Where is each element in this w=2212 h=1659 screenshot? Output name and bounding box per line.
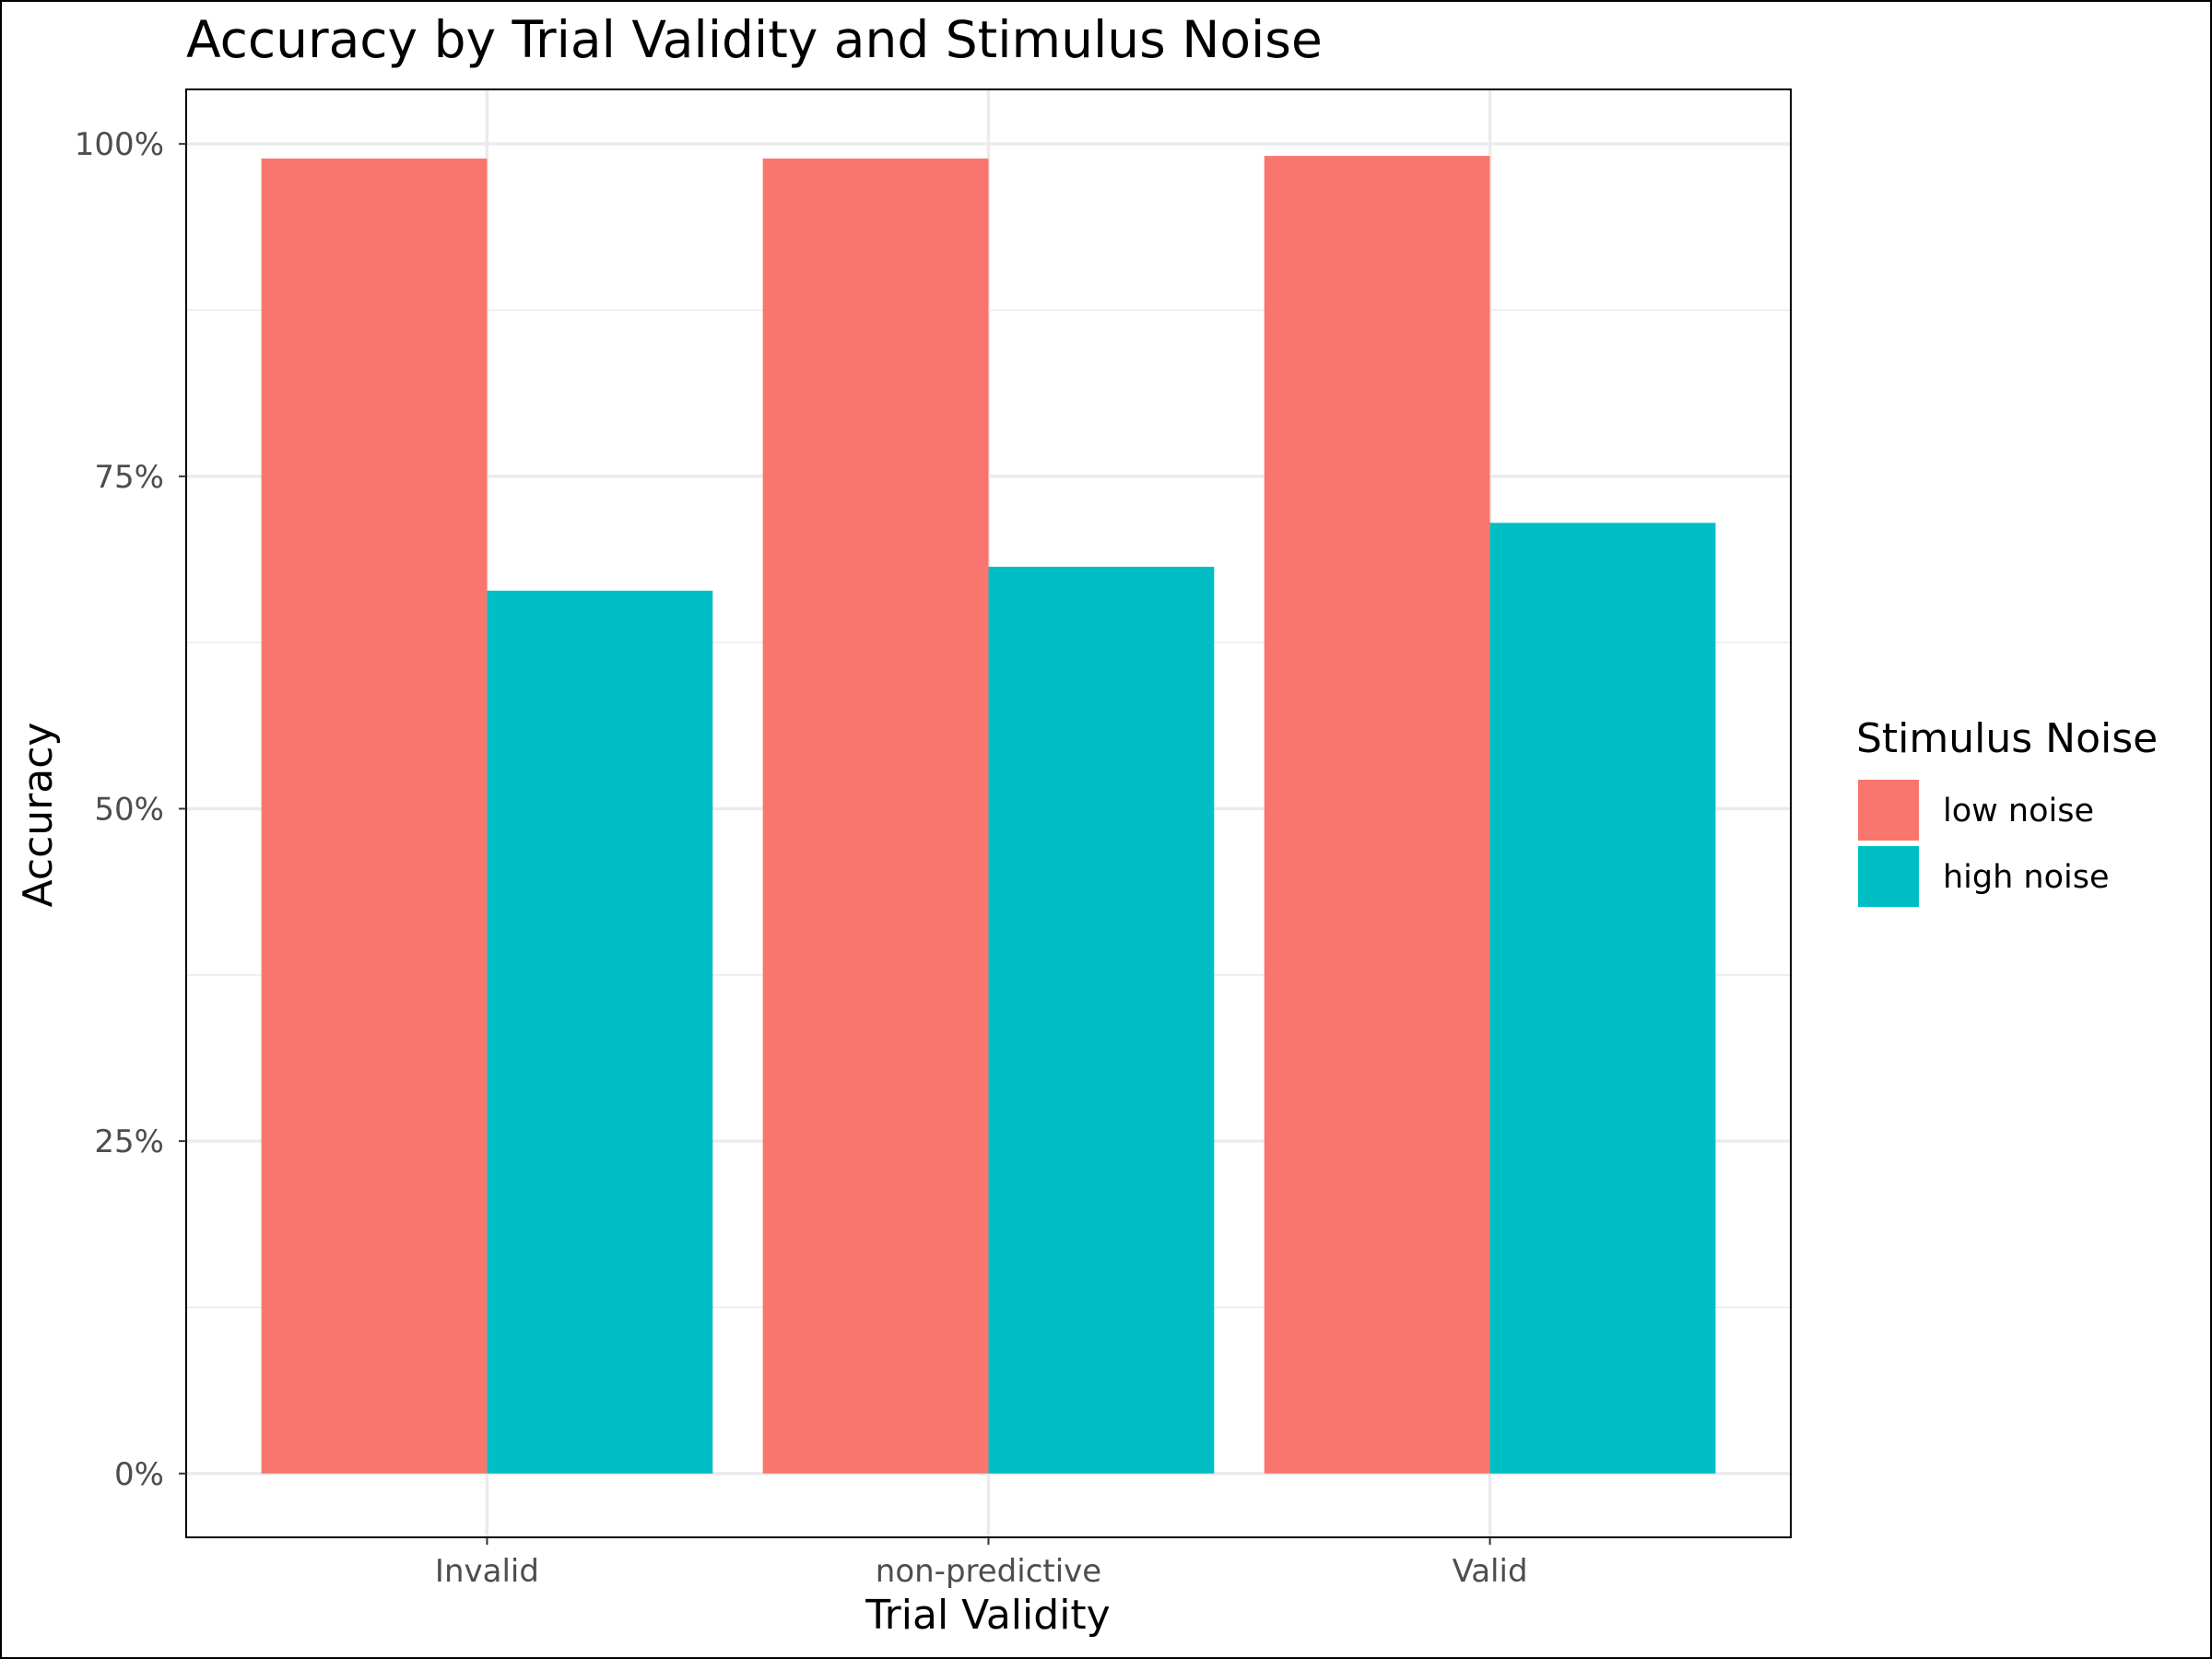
bar-high-noise-valid	[1489, 523, 1716, 1474]
x-tick-label: non-predictive	[876, 1553, 1101, 1590]
y-tick-label: 0%	[114, 1456, 164, 1493]
legend: Stimulus Noise low noise high noise	[1856, 715, 2158, 907]
y-axis-title: Accuracy	[15, 723, 62, 908]
legend-label-low-noise: low noise	[1943, 793, 2094, 830]
legend-key-high-noise	[1858, 846, 1919, 907]
chart-title: Accuracy by Trial Validity and Stimulus …	[186, 10, 1323, 69]
x-axis-title: Trial Validity	[865, 1592, 1110, 1639]
x-tick-label: Invalid	[435, 1553, 539, 1590]
y-tick-label: 50%	[94, 791, 164, 828]
y-tick-label: 25%	[94, 1124, 164, 1160]
x-axis-ticks: Invalid non-predictive Valid	[435, 1537, 1528, 1590]
legend-key-low-noise	[1858, 780, 1919, 841]
bar-high-noise-non-predictive	[988, 566, 1215, 1474]
bar-low-noise-non-predictive	[762, 159, 989, 1474]
y-tick-label: 100%	[75, 126, 164, 163]
x-tick-label: Valid	[1453, 1553, 1528, 1590]
legend-label-high-noise: high noise	[1943, 859, 2110, 896]
bar-low-noise-valid	[1264, 156, 1490, 1474]
bar-low-noise-invalid	[261, 159, 488, 1474]
legend-title: Stimulus Noise	[1856, 715, 2158, 762]
bar-high-noise-invalid	[487, 590, 713, 1474]
bars	[261, 156, 1716, 1474]
y-tick-label: 75%	[94, 459, 164, 496]
y-axis-ticks: 0% 25% 50% 75% 100%	[75, 126, 186, 1493]
